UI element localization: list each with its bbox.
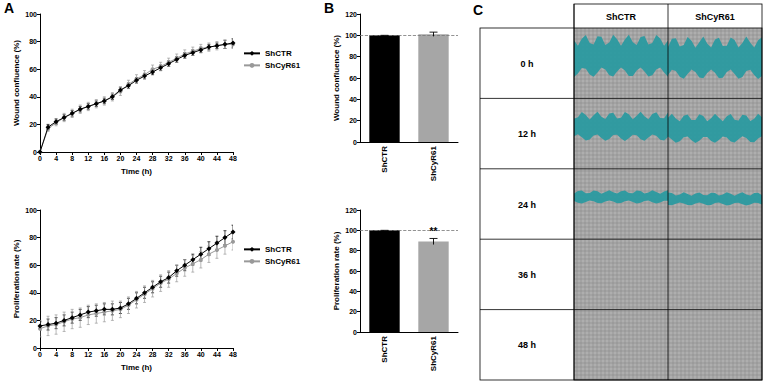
svg-text:8: 8 bbox=[70, 155, 74, 162]
svg-text:36: 36 bbox=[181, 351, 189, 358]
svg-text:48: 48 bbox=[229, 351, 237, 358]
svg-text:120: 120 bbox=[345, 11, 357, 18]
svg-text:**: ** bbox=[430, 226, 438, 237]
svg-text:80: 80 bbox=[349, 247, 357, 254]
svg-text:ShCyR61: ShCyR61 bbox=[429, 145, 438, 181]
svg-text:4: 4 bbox=[54, 155, 58, 162]
svg-text:Time (h): Time (h) bbox=[121, 167, 152, 176]
svg-text:100: 100 bbox=[345, 227, 357, 234]
svg-text:Proliferation rate (%): Proliferation rate (%) bbox=[12, 239, 21, 318]
svg-text:44: 44 bbox=[213, 155, 221, 162]
svg-text:32: 32 bbox=[165, 155, 173, 162]
svg-text:ShCTR: ShCTR bbox=[606, 12, 636, 22]
svg-text:40: 40 bbox=[197, 351, 205, 358]
svg-text:16: 16 bbox=[100, 155, 108, 162]
svg-text:ShCTR: ShCTR bbox=[265, 245, 292, 254]
svg-text:4: 4 bbox=[54, 351, 58, 358]
svg-text:20: 20 bbox=[117, 155, 125, 162]
svg-text:Time (h): Time (h) bbox=[121, 363, 152, 372]
svg-text:A: A bbox=[4, 0, 14, 16]
svg-text:ShCyR61: ShCyR61 bbox=[695, 12, 735, 22]
svg-text:ShCyR61: ShCyR61 bbox=[429, 335, 438, 371]
svg-text:Proliferation rate (%): Proliferation rate (%) bbox=[332, 231, 341, 310]
svg-text:40: 40 bbox=[197, 155, 205, 162]
svg-text:0: 0 bbox=[38, 155, 42, 162]
svg-text:Wound confluence (%): Wound confluence (%) bbox=[12, 40, 21, 126]
svg-text:ShCyR61: ShCyR61 bbox=[265, 257, 301, 266]
svg-text:12: 12 bbox=[84, 155, 92, 162]
svg-text:ShCTR: ShCTR bbox=[380, 336, 389, 363]
svg-text:48 h: 48 h bbox=[518, 340, 536, 350]
svg-text:60: 60 bbox=[29, 66, 37, 73]
svg-text:60: 60 bbox=[349, 268, 357, 275]
svg-text:36 h: 36 h bbox=[518, 270, 536, 280]
svg-text:12 h: 12 h bbox=[518, 129, 536, 139]
svg-text:ShCTR: ShCTR bbox=[265, 49, 292, 58]
svg-text:40: 40 bbox=[349, 96, 357, 103]
svg-text:100: 100 bbox=[25, 11, 37, 18]
svg-text:40: 40 bbox=[29, 93, 37, 100]
svg-text:20: 20 bbox=[349, 308, 357, 315]
svg-text:0: 0 bbox=[353, 139, 357, 146]
svg-text:24 h: 24 h bbox=[518, 200, 536, 210]
svg-text:32: 32 bbox=[165, 351, 173, 358]
svg-text:44: 44 bbox=[213, 351, 221, 358]
svg-text:0: 0 bbox=[353, 329, 357, 336]
svg-text:80: 80 bbox=[29, 234, 37, 241]
svg-text:20: 20 bbox=[117, 351, 125, 358]
svg-text:60: 60 bbox=[349, 75, 357, 82]
svg-text:0: 0 bbox=[38, 351, 42, 358]
svg-text:40: 40 bbox=[29, 289, 37, 296]
svg-text:120: 120 bbox=[345, 207, 357, 214]
svg-text:16: 16 bbox=[100, 351, 108, 358]
svg-text:0 h: 0 h bbox=[520, 59, 533, 69]
svg-text:28: 28 bbox=[149, 351, 157, 358]
svg-text:24: 24 bbox=[133, 351, 141, 358]
svg-text:ShCTR: ShCTR bbox=[380, 146, 389, 173]
svg-text:8: 8 bbox=[70, 351, 74, 358]
svg-text:60: 60 bbox=[29, 262, 37, 269]
svg-text:0: 0 bbox=[33, 149, 37, 156]
svg-text:40: 40 bbox=[349, 288, 357, 295]
svg-text:ShCyR61: ShCyR61 bbox=[265, 61, 301, 70]
svg-text:0: 0 bbox=[33, 345, 37, 352]
svg-text:24: 24 bbox=[133, 155, 141, 162]
svg-text:Wound confluence (%): Wound confluence (%) bbox=[332, 35, 341, 121]
svg-text:36: 36 bbox=[181, 155, 189, 162]
svg-text:28: 28 bbox=[149, 155, 157, 162]
svg-text:100: 100 bbox=[345, 32, 357, 39]
svg-text:48: 48 bbox=[229, 155, 237, 162]
svg-text:12: 12 bbox=[84, 351, 92, 358]
svg-text:C: C bbox=[473, 2, 483, 18]
svg-text:80: 80 bbox=[349, 53, 357, 60]
svg-text:20: 20 bbox=[349, 117, 357, 124]
svg-text:20: 20 bbox=[29, 317, 37, 324]
svg-text:20: 20 bbox=[29, 121, 37, 128]
svg-text:80: 80 bbox=[29, 38, 37, 45]
svg-text:100: 100 bbox=[25, 207, 37, 214]
svg-text:B: B bbox=[324, 0, 334, 16]
